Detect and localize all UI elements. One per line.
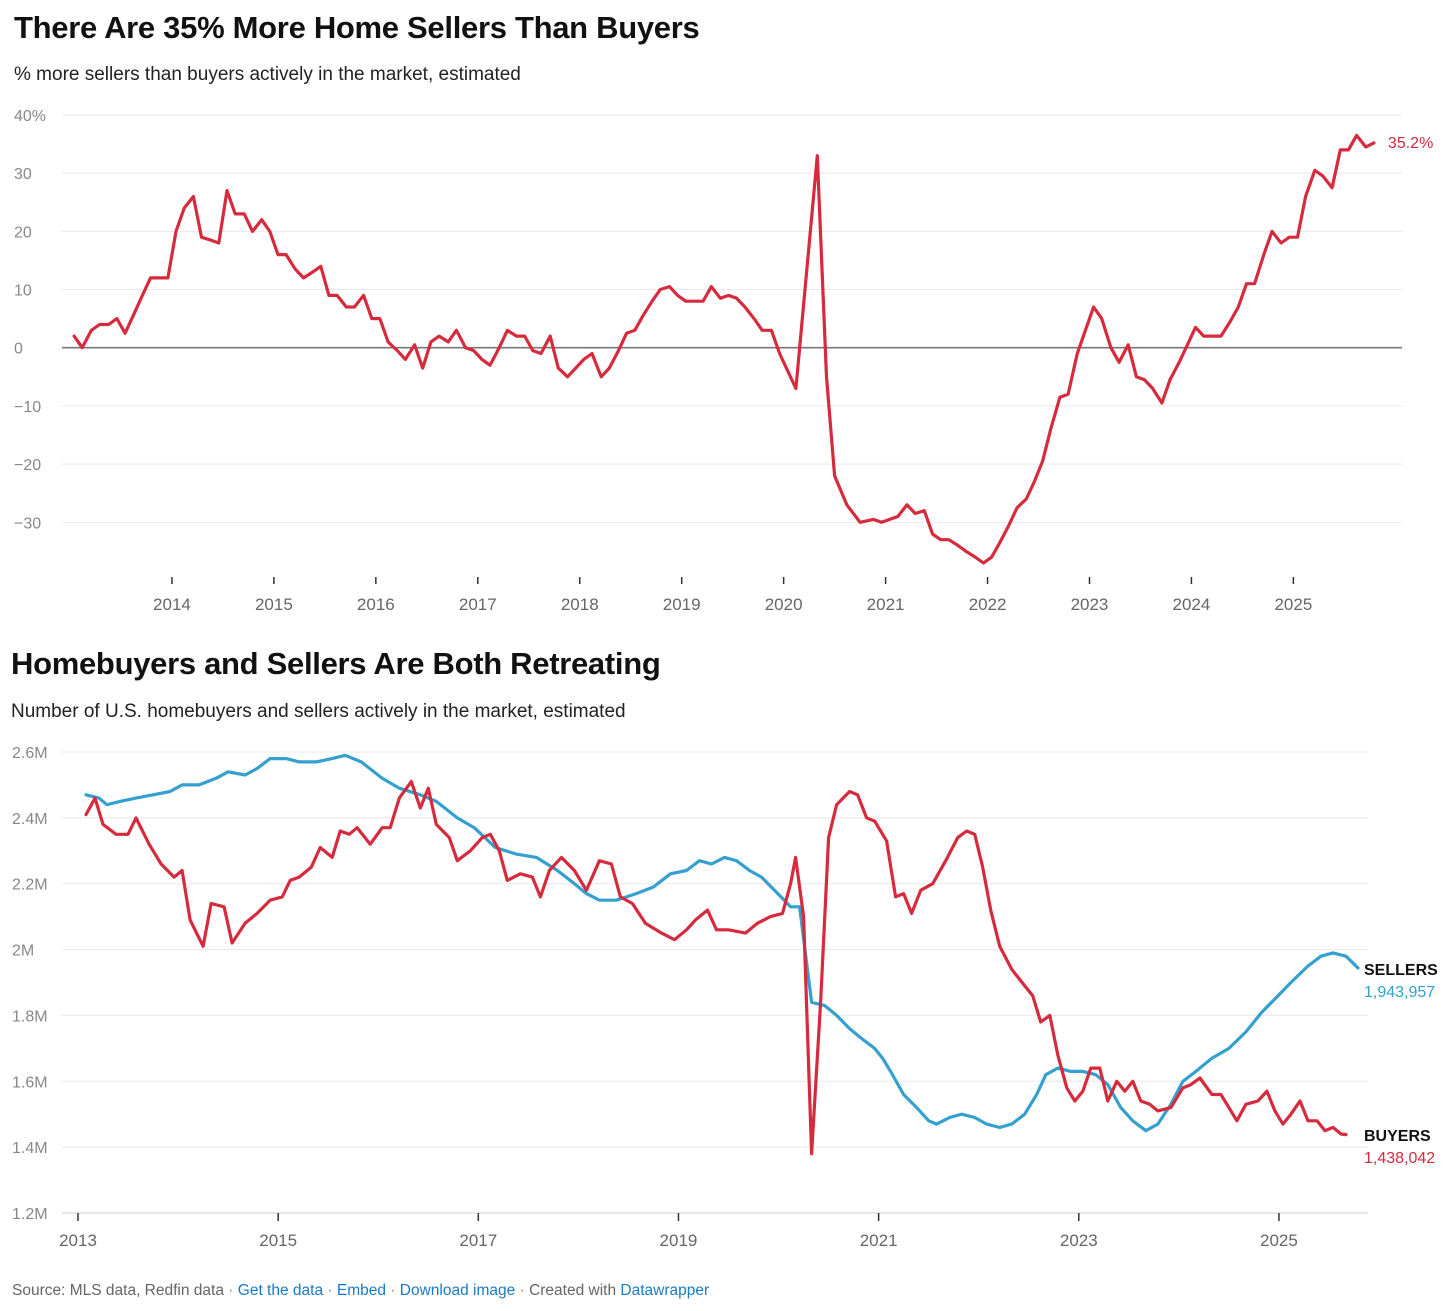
footer-separator: · xyxy=(327,1282,333,1299)
chart1-y-tick-label: −30 xyxy=(14,515,41,532)
chart1-y-tick-label: 10 xyxy=(14,283,32,300)
chart2-y-tick-label: 1.8M xyxy=(12,1008,48,1025)
chart2-y-tick-label: 1.6M xyxy=(12,1074,48,1091)
chart1-plot: 40% 30 20 10 0 −10 −20 −30 2014 2015 2016 2017 2018 2… xyxy=(14,108,1433,614)
chart1-x-tick-label: 2016 xyxy=(357,595,395,614)
chart1-y-tick-label: 30 xyxy=(14,166,32,183)
chart2-x-tick-label: 2013 xyxy=(59,1231,97,1250)
chart2-y-tick-label: 1.2M xyxy=(12,1206,48,1223)
chart2-series-end-value: 1,438,042 xyxy=(1364,1150,1435,1167)
chart1-subtitle: % more sellers than buyers actively in t… xyxy=(14,64,521,85)
chart2-series-line-buyers xyxy=(84,780,1348,1156)
chart1-y-tick-label: 40% xyxy=(14,108,46,125)
chart1-y-tick-label: −20 xyxy=(14,457,41,474)
chart2-subtitle: Number of U.S. homebuyers and sellers ac… xyxy=(11,701,626,722)
chart1-y-tick-label: −10 xyxy=(14,399,41,416)
chart2-title: Homebuyers and Sellers Are Both Retreati… xyxy=(11,646,661,681)
chart1-end-value-label: 35.2% xyxy=(1388,135,1433,152)
chart1-x-tick-label: 2023 xyxy=(1071,595,1109,614)
chart1-x-tick-label: 2024 xyxy=(1173,595,1211,614)
chart1-x-tick-label: 2022 xyxy=(969,595,1007,614)
chart2-x-tick-label: 2017 xyxy=(459,1231,497,1250)
chart1-title: There Are 35% More Home Sellers Than Buy… xyxy=(14,10,700,45)
chart2-x-tick-label: 2023 xyxy=(1060,1231,1098,1250)
chart1-y-tick-label: 20 xyxy=(14,224,32,241)
chart1-x-tick-label: 2021 xyxy=(867,595,905,614)
chart2-x-tick-label: 2019 xyxy=(660,1231,698,1250)
chart1-x-tick-label: 2015 xyxy=(255,595,293,614)
chart1-x-tick-label: 2019 xyxy=(663,595,701,614)
embed-link[interactable]: Embed xyxy=(336,1282,386,1299)
chart2-x-tick-label: 2021 xyxy=(860,1231,898,1250)
chart1-x-tick-label: 2014 xyxy=(153,595,191,614)
chart2-series-line-sellers xyxy=(84,753,1360,1133)
chart2-series-end-value: 1,943,957 xyxy=(1364,984,1435,1001)
chart1-x-tick-label: 2020 xyxy=(765,595,803,614)
chart2-y-tick-label: 2.4M xyxy=(12,811,48,828)
footer: Source: MLS data, Redfin data · Get the … xyxy=(12,1282,709,1300)
datawrapper-link[interactable]: Datawrapper xyxy=(620,1282,710,1299)
chart2-y-tick-label: 2M xyxy=(12,943,34,960)
chart2-series-name-label: BUYERS xyxy=(1364,1128,1431,1145)
footer-separator: · xyxy=(519,1282,525,1299)
chart1-x-tick-label: 2017 xyxy=(459,595,497,614)
chart2-x-tick-label: 2025 xyxy=(1260,1231,1298,1250)
chart1-y-tick-label: 0 xyxy=(14,341,23,358)
footer-separator: · xyxy=(228,1282,234,1299)
chart1-x-tick-label: 2018 xyxy=(561,595,599,614)
footer-created-with: Created with xyxy=(529,1282,617,1299)
chart2-x-tick-label: 2015 xyxy=(259,1231,297,1250)
get-data-link[interactable]: Get the data xyxy=(237,1282,324,1299)
download-image-link[interactable]: Download image xyxy=(399,1282,516,1299)
chart2-series-name-label: SELLERS xyxy=(1364,962,1438,979)
footer-separator: · xyxy=(390,1282,396,1299)
chart2-y-tick-label: 2.6M xyxy=(12,745,48,762)
chart2-y-tick-label: 1.4M xyxy=(12,1140,48,1157)
chart1-x-tick-label: 2025 xyxy=(1274,595,1312,614)
chart1-series-line xyxy=(72,133,1376,565)
footer-source: Source: MLS data, Redfin data xyxy=(12,1282,224,1299)
chart2-y-tick-label: 2.2M xyxy=(12,877,48,894)
